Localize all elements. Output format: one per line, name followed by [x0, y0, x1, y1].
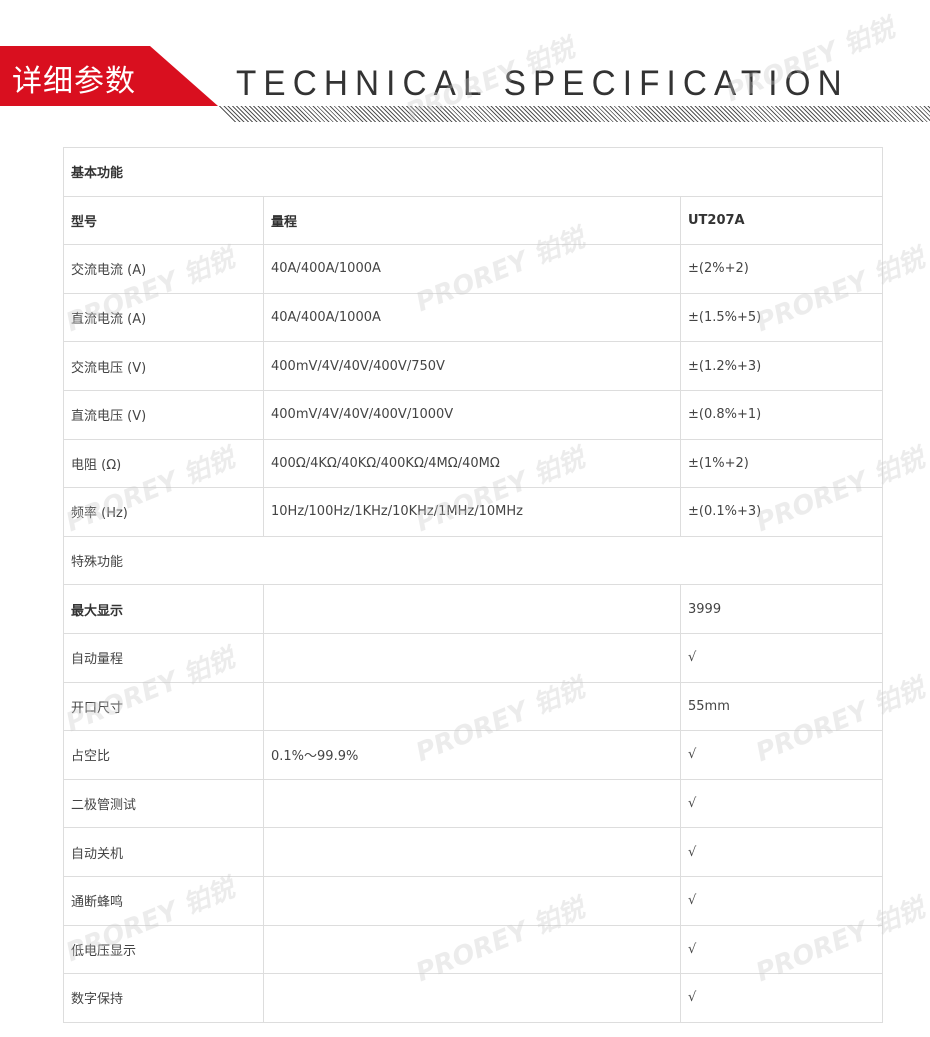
table-row: 自动关机 √ [63, 827, 883, 877]
table-row: 电阻 (Ω) 400Ω/4KΩ/40KΩ/400KΩ/4MΩ/40MΩ ±(1%+2… [63, 438, 883, 489]
table-cell: 占空比 [63, 730, 264, 780]
table-cell [263, 632, 681, 683]
hatch-divider [218, 106, 930, 122]
table-cell: √ [680, 632, 883, 683]
table-row: 交流电压 (V) 400mV/4V/40V/400V/750V ±(1.2%+3) [63, 341, 883, 391]
table-row: 直流电流 (A) 40A/400A/1000A ±(1.5%+5) [63, 292, 883, 343]
table-row: 低电压显示 √ [63, 924, 883, 975]
table-cell: 交流电压 (V) [63, 341, 264, 391]
table-cell: 3999 [680, 584, 883, 634]
table-cell: 电阻 (Ω) [63, 438, 264, 489]
title-en: TECHNICAL SPECIFICATION [236, 64, 849, 103]
table-cell [263, 584, 681, 634]
table-row: 基本功能 [63, 147, 883, 197]
table-cell: 基本功能 [63, 147, 883, 197]
table-cell: ±(0.8%+1) [680, 389, 883, 440]
table-cell: √ [680, 778, 883, 829]
table-cell: √ [680, 827, 883, 877]
table-cell [263, 875, 681, 926]
table-cell: 0.1%～99.9% [263, 730, 681, 780]
table-cell: ±(1.2%+3) [680, 341, 883, 391]
table-cell: √ [680, 875, 883, 926]
section-banner: 详细参数 [0, 46, 218, 106]
table-row: 频率 (Hz) 10Hz/100Hz/1KHz/10KHz/1MHz/10MHz ±… [63, 487, 883, 537]
table-cell: 开口尺寸 [63, 681, 264, 732]
table-cell: ±(0.1%+3) [680, 487, 883, 537]
table-row: 特殊功能 [63, 535, 883, 586]
table-cell: ±(1.5%+5) [680, 292, 883, 343]
table-row: 通断蜂鸣 √ [63, 875, 883, 926]
table-row: 二极管测试 √ [63, 778, 883, 829]
table-row: 开口尺寸 55mm [63, 681, 883, 732]
table-cell: 40A/400A/1000A [263, 244, 681, 294]
table-cell: 400mV/4V/40V/400V/750V [263, 341, 681, 391]
table-cell: 自动量程 [63, 632, 264, 683]
table-row: 交流电流 (A) 40A/400A/1000A ±(2%+2) [63, 244, 883, 294]
table-row: 最大显示 3999 [63, 584, 883, 634]
table-cell: 直流电流 (A) [63, 292, 264, 343]
table-cell: 数字保持 [63, 973, 264, 1023]
table-row: 型号 量程 UT207A [63, 195, 883, 246]
table-cell: 量程 [263, 195, 681, 246]
table-cell: 400Ω/4KΩ/40KΩ/400KΩ/4MΩ/40MΩ [263, 438, 681, 489]
table-cell: 低电压显示 [63, 924, 264, 975]
table-row: 自动量程 √ [63, 632, 883, 683]
table-cell: 交流电流 (A) [63, 244, 264, 294]
table-cell: √ [680, 973, 883, 1023]
table-cell: 频率 (Hz) [63, 487, 264, 537]
table-cell [263, 973, 681, 1023]
table-cell: 直流电压 (V) [63, 389, 264, 440]
title-cn: 详细参数 [12, 64, 136, 99]
table-cell: ±(1%+2) [680, 438, 883, 489]
table-cell: √ [680, 924, 883, 975]
table-cell [263, 778, 681, 829]
table-cell: 最大显示 [63, 584, 264, 634]
table-cell: 特殊功能 [63, 535, 883, 586]
table-cell: 400mV/4V/40V/400V/1000V [263, 389, 681, 440]
table-row: 数字保持 √ [63, 973, 883, 1023]
table-cell: √ [680, 730, 883, 780]
table-row: 占空比 0.1%～99.9% √ [63, 730, 883, 780]
table-cell: 40A/400A/1000A [263, 292, 681, 343]
table-cell: 55mm [680, 681, 883, 732]
spec-table: 基本功能 型号 量程 UT207A 交流电流 (A) 40A/400A/1000A ±(2%… [63, 147, 883, 1023]
table-cell [263, 827, 681, 877]
table-cell [263, 681, 681, 732]
table-cell: 型号 [63, 195, 264, 246]
table-cell: ±(2%+2) [680, 244, 883, 294]
table-cell [263, 924, 681, 975]
table-cell: 10Hz/100Hz/1KHz/10KHz/1MHz/10MHz [263, 487, 681, 537]
table-cell: UT207A [680, 195, 883, 246]
table-cell: 通断蜂鸣 [63, 875, 264, 926]
table-cell: 二极管测试 [63, 778, 264, 829]
table-cell: 自动关机 [63, 827, 264, 877]
table-row: 直流电压 (V) 400mV/4V/40V/400V/1000V ±(0.8%+1) [63, 389, 883, 440]
